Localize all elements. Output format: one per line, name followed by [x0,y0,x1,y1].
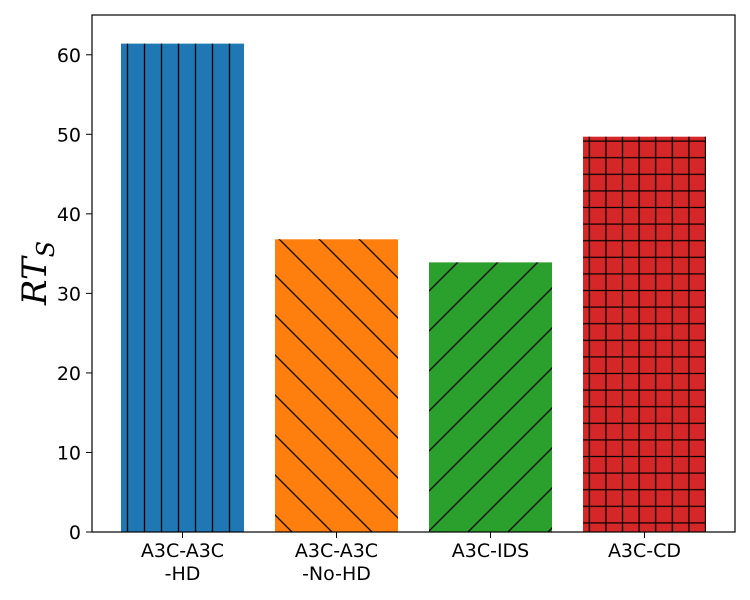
bar-2-hatch [275,239,398,532]
y-axis-label-main: RT [15,255,55,306]
y-tick-label: 10 [57,442,81,464]
bar-1-hatch [121,43,244,532]
x-tick-label: A3C-A3C [295,540,378,562]
bars-group [121,43,706,532]
y-tick-label: 60 [57,45,81,67]
x-tick-label: A3C-CD [608,540,681,562]
x-tick-label: A3C-A3C [141,540,224,562]
y-tick-label: 40 [57,204,81,226]
y-tick-label: 0 [69,522,81,544]
y-tick-label: 50 [57,124,81,146]
y-axis-label: RTS [15,241,60,306]
bar-3-hatch [429,262,552,532]
x-tick-label: -HD [165,563,201,585]
y-axis: 0 10 20 30 40 50 60 [57,45,92,544]
x-tick-label: -No-HD [302,563,371,585]
svg-text:RTS: RTS [15,241,60,306]
bar-4-hatch [583,136,706,532]
plot-frame [91,14,736,533]
x-tick-label: A3C-IDS [452,540,530,562]
y-tick-label: 20 [57,363,81,385]
y-axis-label-sub: S [32,241,60,257]
y-tick-label: 30 [57,283,81,305]
